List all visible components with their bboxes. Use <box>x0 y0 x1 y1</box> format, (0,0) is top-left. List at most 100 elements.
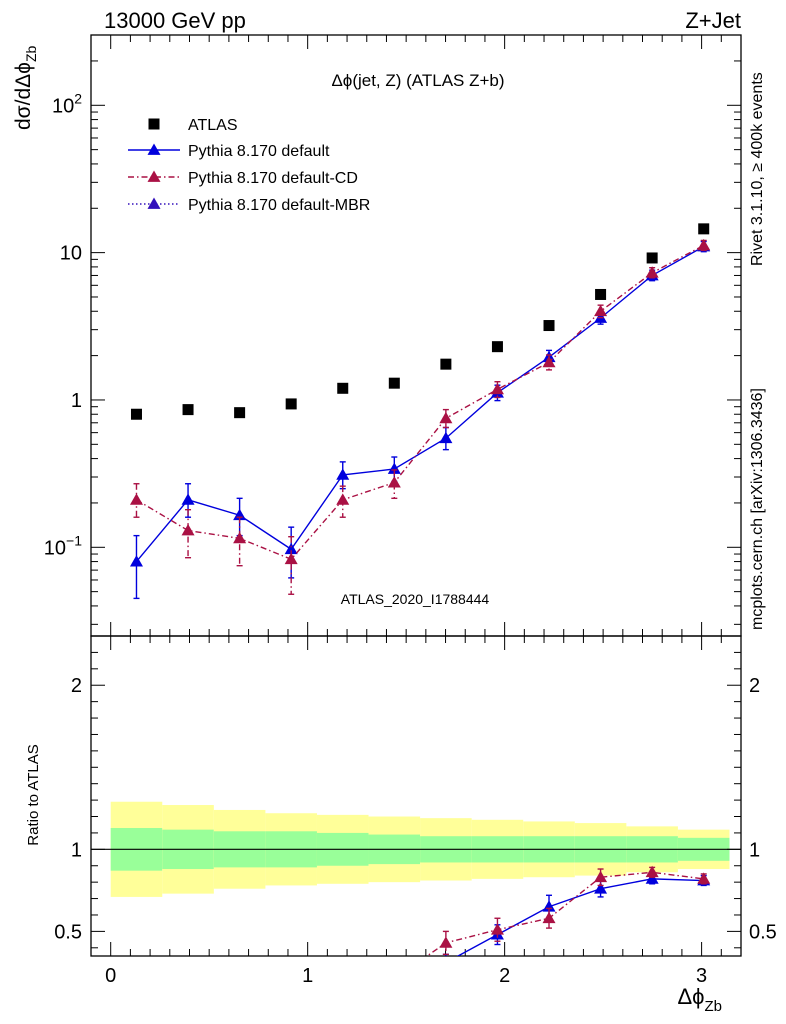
mc-data-point <box>387 476 401 488</box>
ratio-series <box>130 865 711 1003</box>
mc-data-point <box>697 238 711 251</box>
mc-line <box>136 244 705 561</box>
ratio-data-point <box>336 964 349 975</box>
mc-data-point <box>594 304 608 317</box>
ratio-data-point <box>182 968 195 979</box>
ratio-data-point <box>439 936 453 948</box>
y-tick-base: 10 <box>52 95 74 117</box>
legend-label: Pythia 8.170 default-MBR <box>188 197 370 214</box>
x-axis-label-sub: Zb <box>704 998 722 1015</box>
legend-label: Pythia 8.170 default <box>188 143 330 160</box>
ratio-tick-label: 0.5 <box>54 921 82 943</box>
ratio-bands <box>91 801 741 897</box>
rivet-label: Rivet 3.1.10, ≥ 400k events <box>749 72 766 266</box>
x-axis-label: ΔϕZb <box>677 984 722 1015</box>
mc-data-point <box>284 552 298 565</box>
ratio-data-point <box>336 977 349 988</box>
watermark: ATLAS_2020_I1788444 <box>341 591 490 607</box>
atlas-data-point <box>543 320 555 332</box>
y-tick-label: 1 <box>71 390 82 412</box>
mc-data-point <box>439 431 453 444</box>
ratio-data-point <box>542 911 556 924</box>
source-label: mcplots.cern.ch [arXiv:1306.3436] <box>749 388 766 630</box>
mc-data-point <box>645 266 659 278</box>
x-tick-label: 1 <box>302 965 313 987</box>
atlas-data-point <box>646 252 658 264</box>
atlas-data-point <box>595 288 607 300</box>
legend-marker <box>147 197 161 209</box>
y-axis-label: dσ/dΔϕZb <box>12 45 39 130</box>
atlas-data-point <box>388 377 400 389</box>
atlas-data-point <box>337 382 349 394</box>
svg-text:dσ/dΔϕZb: dσ/dΔϕZb <box>12 45 39 130</box>
atlas-data-point <box>130 408 142 420</box>
ratio-data-point <box>182 982 195 993</box>
ratio-data-point <box>233 984 246 995</box>
ratio-tick-label-right: 2 <box>749 675 760 697</box>
mc-data-point <box>387 462 401 474</box>
x-axis-label-main: Δϕ <box>677 984 704 1009</box>
ratio-data-point <box>645 872 659 884</box>
atlas-data-point <box>182 404 194 416</box>
mc-data-point <box>233 531 247 544</box>
ratio-panel <box>90 635 742 957</box>
ratio-axis-label: Ratio to ATLAS <box>25 744 42 845</box>
y-axis-label-main: dσ/dΔϕ <box>12 62 35 130</box>
ratio-line <box>425 871 704 956</box>
atlas-data-point <box>440 358 452 370</box>
mc-data-point <box>284 542 298 555</box>
x-tick-label: 2 <box>499 965 510 987</box>
legend-label: Pythia 8.170 default-CD <box>188 170 358 187</box>
process-label: Z+Jet <box>685 8 741 33</box>
mc-data-point <box>490 382 504 395</box>
ratio-tick-label: 2 <box>71 675 82 697</box>
y-tick-base: 10 <box>44 537 66 559</box>
legend: ATLAS Pythia 8.170 default Pythia 8.170 de… <box>128 117 370 214</box>
ratio-data-point <box>594 882 608 894</box>
ratio-data-point <box>130 964 143 975</box>
atlas-data-point <box>491 341 503 353</box>
ratio-line <box>456 878 704 956</box>
mc-data-point <box>439 411 453 424</box>
ratio-data-point <box>594 870 608 883</box>
mc-data-point <box>181 524 195 536</box>
ratio-data-point <box>285 992 298 1003</box>
mc-data-point <box>129 493 143 505</box>
energy-label: 13000 GeV pp <box>104 8 246 33</box>
legend-label: ATLAS <box>188 117 238 134</box>
ratio-data-point <box>542 900 556 912</box>
y-axis-label-sub: Zb <box>23 45 39 62</box>
main-series <box>129 223 711 600</box>
y-tick-exp: −1 <box>66 532 82 548</box>
atlas-data-point <box>698 223 710 235</box>
mc-data-point <box>129 555 143 567</box>
ratio-ticks: 0 1 2 3 0.5 0.5 1 1 2 2 <box>54 635 777 987</box>
ratio-data-point <box>645 865 659 878</box>
ratio-data-point <box>697 872 711 884</box>
ratio-data-point <box>439 956 452 967</box>
y-tick-label: 102 <box>52 90 82 117</box>
x-tick-label: 3 <box>696 965 707 987</box>
y-tick-label: 10 <box>60 243 82 265</box>
ratio-tick-label: 1 <box>71 839 82 861</box>
mc-data-point <box>542 355 556 368</box>
legend-marker <box>148 118 160 130</box>
x-tick-label: 0 <box>105 965 116 987</box>
mc-data-point <box>336 468 350 480</box>
ratio-frame <box>90 635 742 957</box>
mc-data-point <box>336 493 350 505</box>
ratio-tick-label-right: 0.5 <box>749 921 777 943</box>
ratio-data-point <box>388 964 401 975</box>
chart-title: Δϕ(jet, Z) (ATLAS Z+b) <box>331 71 504 90</box>
legend-marker <box>147 143 161 155</box>
ratio-data-point <box>388 972 401 983</box>
mc-line <box>135 245 705 563</box>
y-tick-label: 10−1 <box>44 532 82 559</box>
ratio-tick-label-right: 1 <box>749 839 760 861</box>
atlas-data-point <box>234 407 246 419</box>
ratio-data-point <box>130 991 143 1002</box>
mc-data-point <box>233 508 247 521</box>
legend-marker <box>147 170 161 182</box>
